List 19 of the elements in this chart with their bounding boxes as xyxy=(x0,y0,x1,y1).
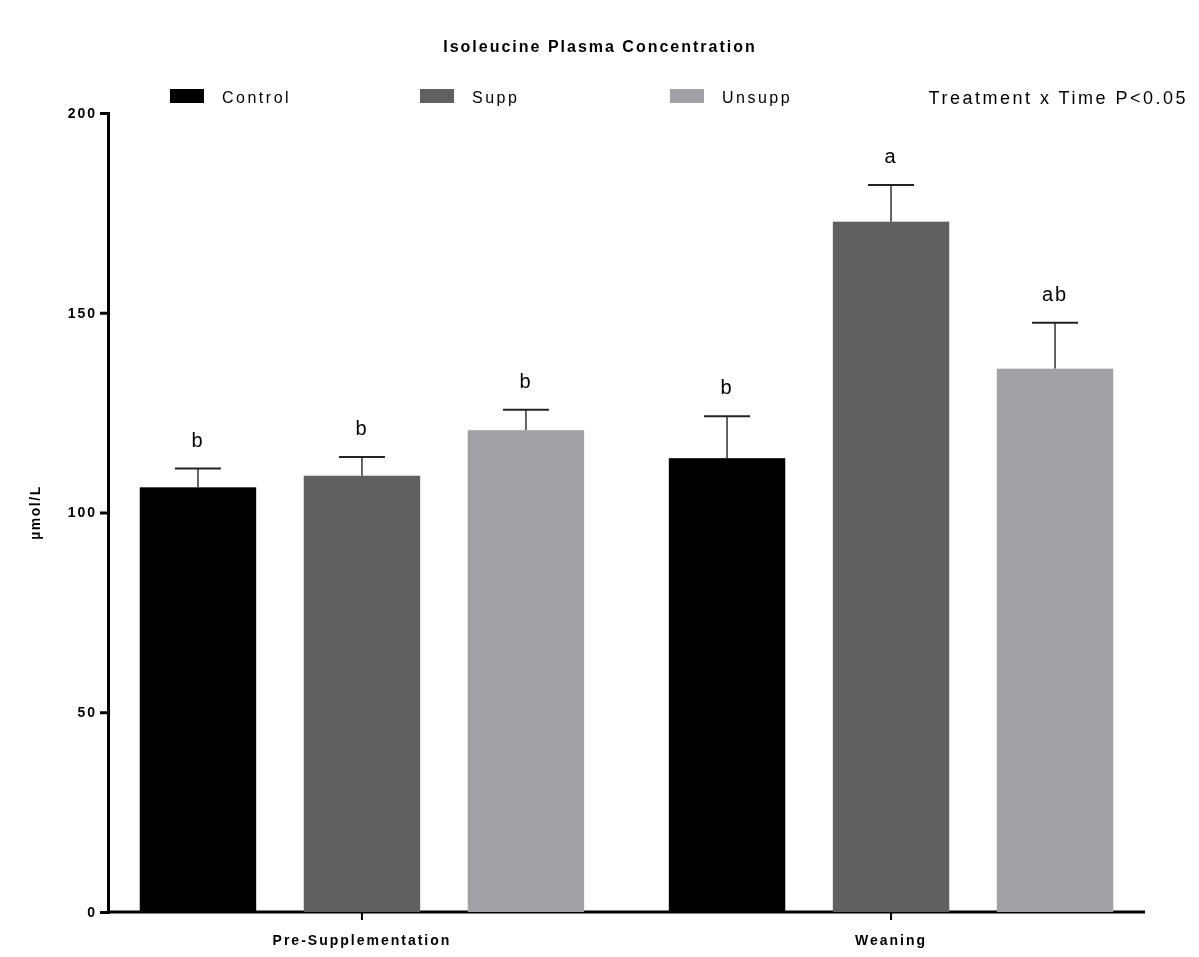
y-tick-label: 100 xyxy=(67,504,97,521)
text: Treatment x Time P<0.05 xyxy=(928,88,1188,108)
chart-title: Isoleucine Plasma Concentration xyxy=(443,38,757,55)
legend-label: Unsupp xyxy=(722,89,793,106)
data-label: b xyxy=(191,428,205,451)
data-label: ab xyxy=(1041,282,1069,305)
x-tick-label: Weaning xyxy=(855,932,928,949)
data-label: b xyxy=(720,376,734,399)
y-tick-label: 0 xyxy=(87,903,97,920)
y-tick-label: 200 xyxy=(67,104,97,121)
data-label: b xyxy=(355,416,369,439)
x-tick-label: Pre-Supplementation xyxy=(272,932,452,949)
y-tick-label: 150 xyxy=(67,304,97,321)
y-axis-title: µmol/L xyxy=(27,485,43,540)
data-label: a xyxy=(884,144,898,167)
y-tick-label: 50 xyxy=(77,704,97,721)
legend-label: Control xyxy=(222,89,292,106)
data-label: b xyxy=(519,369,533,392)
legend-label: Supp xyxy=(472,89,520,106)
